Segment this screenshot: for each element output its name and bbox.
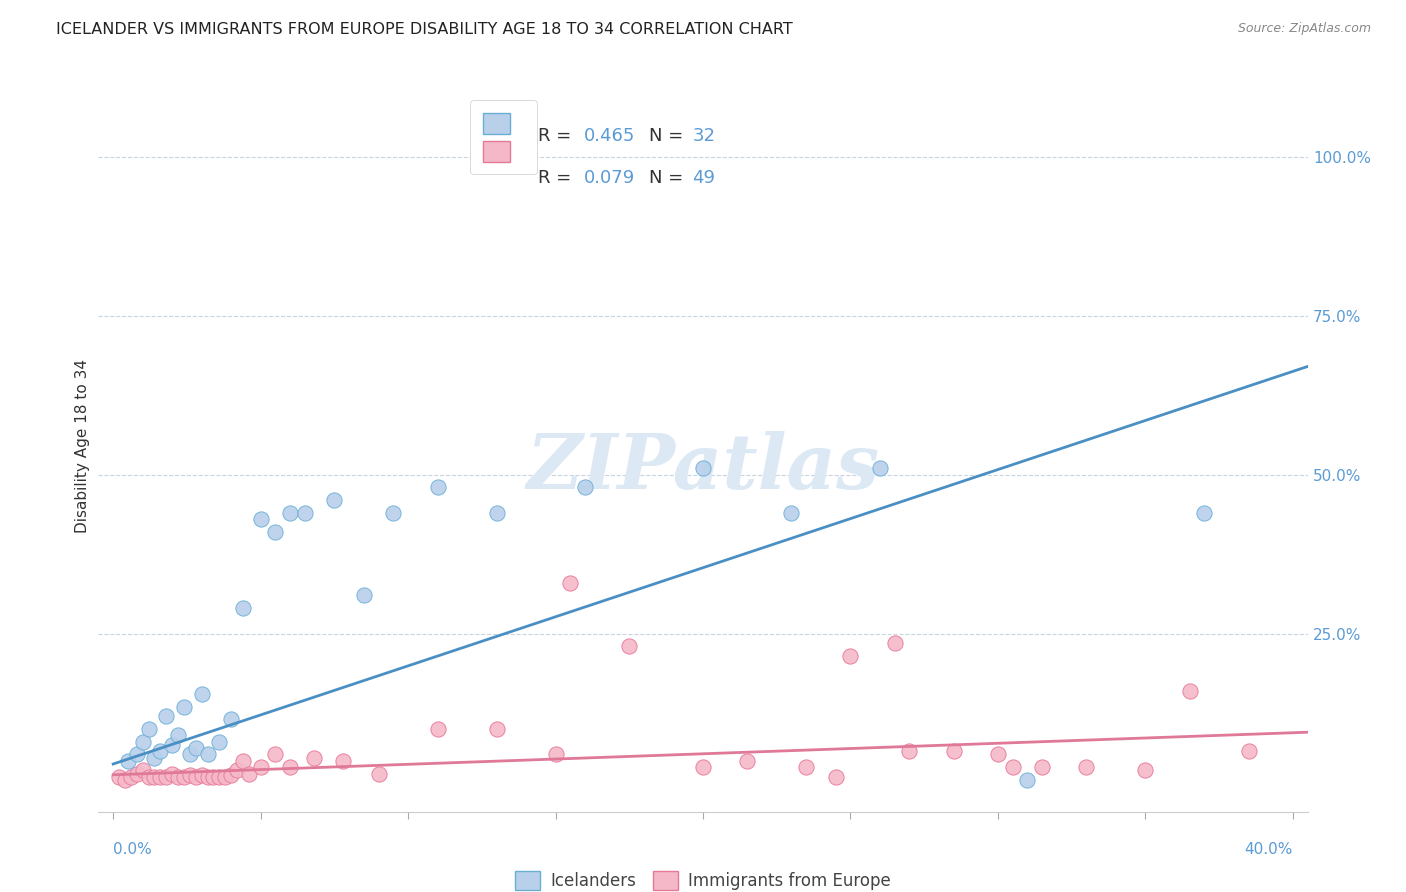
Point [1001,760,1024,774]
Point [794,760,817,774]
Point [1194,506,1216,520]
Point [942,744,965,758]
Point [426,480,449,494]
Point [574,480,596,494]
Point [226,764,249,778]
Point [367,766,389,780]
Point [167,728,190,742]
Point [138,770,160,784]
Point [249,512,271,526]
Point [143,770,166,784]
Point [1178,684,1201,698]
Point [108,770,131,784]
Point [238,766,260,780]
Text: 40.0%: 40.0% [1244,842,1294,857]
Point [560,575,582,590]
Point [114,772,136,787]
Point [179,768,201,782]
Point [485,506,508,520]
Point [179,747,201,762]
Point [619,640,641,654]
Point [780,506,803,520]
Text: N =: N = [650,127,689,145]
Point [232,754,254,768]
Text: 49: 49 [693,169,716,186]
Text: 0.0%: 0.0% [112,842,152,857]
Text: ICELANDER VS IMMIGRANTS FROM EUROPE DISABILITY AGE 18 TO 34 CORRELATION CHART: ICELANDER VS IMMIGRANTS FROM EUROPE DISA… [56,22,793,37]
Point [883,636,905,650]
Point [898,744,921,758]
Point [1017,772,1039,787]
Point [692,760,714,774]
Point [125,747,148,762]
Point [160,738,183,752]
Text: ZIPatlas: ZIPatlas [526,431,880,505]
Point [208,770,231,784]
Point [190,687,212,701]
Point [149,770,172,784]
Point [149,744,172,758]
Point [278,760,301,774]
Point [869,461,891,475]
Point [353,589,375,603]
Point [190,768,212,782]
Point [232,601,254,615]
Point [125,766,148,780]
Point [138,722,160,736]
Point [294,506,316,520]
Point [155,709,177,723]
Point [485,722,508,736]
Point [249,760,271,774]
Point [382,506,405,520]
Point [184,770,207,784]
Text: 0.465: 0.465 [583,127,636,145]
Point [143,750,166,764]
Point [264,747,287,762]
Point [323,493,346,508]
Point [278,506,301,520]
Text: R =: R = [537,169,576,186]
Point [167,770,190,784]
Point [131,735,153,749]
Text: R =: R = [537,127,576,145]
Text: 0.079: 0.079 [583,169,636,186]
Text: N =: N = [650,169,689,186]
Point [426,722,449,736]
Point [839,648,862,663]
Point [302,750,325,764]
Point [202,770,225,784]
Point [332,754,354,768]
Point [155,770,177,784]
Point [214,770,236,784]
Y-axis label: Disability Age 18 to 34: Disability Age 18 to 34 [75,359,90,533]
Point [173,699,195,714]
Point [1076,760,1098,774]
Point [208,735,231,749]
Point [184,741,207,756]
Point [1237,744,1260,758]
Point [692,461,714,475]
Point [735,754,758,768]
Point [160,766,183,780]
Text: Source: ZipAtlas.com: Source: ZipAtlas.com [1237,22,1371,36]
Point [197,770,219,784]
Point [1135,764,1157,778]
Point [131,764,153,778]
Point [219,713,242,727]
Point [173,770,195,784]
Point [264,524,287,539]
Point [120,770,142,784]
Legend: Icelanders, Immigrants from Europe: Icelanders, Immigrants from Europe [509,864,897,892]
Point [824,770,846,784]
Text: 32: 32 [693,127,716,145]
Point [987,747,1010,762]
Point [1031,760,1053,774]
Point [117,754,139,768]
Point [544,747,567,762]
Point [197,747,219,762]
Point [219,768,242,782]
